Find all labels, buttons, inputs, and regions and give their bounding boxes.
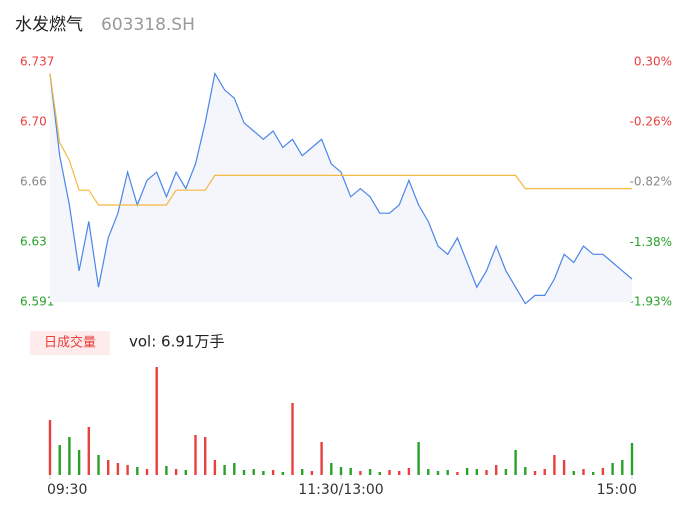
volume-bar — [126, 465, 129, 475]
volume-bar — [310, 471, 314, 475]
volume-bar — [378, 472, 381, 475]
volume-bar — [465, 468, 469, 475]
x-tick-label: 15:00 — [597, 482, 637, 498]
volume-bar — [611, 463, 614, 475]
volume-bar — [252, 469, 255, 475]
y-tick-label: 6.591 — [20, 295, 54, 309]
volume-bar — [271, 470, 275, 475]
volume-bar — [582, 469, 585, 475]
volume-annotation: vol: 6.91万手 — [129, 333, 224, 351]
y2-tick-label: 0.30% — [634, 55, 672, 69]
volume-bar — [87, 427, 90, 475]
volume-bar — [592, 472, 595, 475]
volume-bar — [213, 460, 217, 475]
x-tick-label: 09:30 — [47, 482, 87, 498]
volume-bar — [621, 460, 624, 475]
volume-bar — [58, 445, 61, 475]
volume-label: 日成交量 — [44, 335, 96, 351]
volume-bar — [427, 469, 430, 475]
volume-label-box — [30, 331, 110, 355]
y2-tick-label: -0.82% — [630, 175, 672, 189]
price-area — [50, 73, 632, 304]
volume-bar — [339, 467, 343, 475]
volume-bar — [388, 470, 391, 475]
volume-bar — [174, 469, 178, 475]
volume-bar — [562, 460, 566, 475]
y2-tick-label: -1.38% — [630, 235, 672, 249]
volume-bar — [514, 450, 517, 475]
volume-bar — [330, 463, 333, 475]
volume-bar — [572, 471, 575, 475]
volume-bar — [301, 469, 304, 475]
volume-bar — [223, 465, 226, 475]
volume-bar — [524, 467, 527, 475]
volume-bar — [233, 463, 236, 475]
volume-bar — [349, 468, 352, 475]
volume-bar — [475, 469, 478, 475]
volume-bar — [155, 367, 158, 475]
y-tick-label: 6.66 — [20, 175, 47, 189]
volume-bar — [242, 470, 246, 475]
volume-bar — [398, 471, 401, 475]
stock-name: 水发燃气 — [15, 15, 83, 35]
volume-bar — [204, 437, 207, 475]
volume-bar — [194, 435, 197, 475]
volume-bar — [553, 455, 556, 475]
volume-bar — [262, 471, 265, 475]
volume-bar — [165, 466, 168, 475]
volume-bar — [68, 437, 71, 475]
volume-bar — [630, 443, 634, 475]
volume-bar — [368, 469, 372, 475]
volume-bar — [446, 470, 449, 475]
volume-bar — [456, 472, 459, 475]
average-line — [49, 73, 632, 206]
volume-bar — [320, 442, 323, 475]
y-tick-label: 6.737 — [20, 55, 54, 69]
y2-tick-label: -0.26% — [630, 115, 672, 129]
volume-bar — [136, 467, 139, 475]
volume-bar — [533, 471, 537, 475]
volume-bar — [436, 471, 440, 475]
volume-bar — [495, 465, 498, 475]
volume-bar — [504, 469, 508, 475]
y2-tick-label: -1.93% — [630, 295, 672, 309]
volume-bar — [485, 470, 488, 475]
volume-bar — [359, 471, 362, 475]
volume-bar — [116, 463, 120, 475]
volume-bar — [543, 469, 546, 475]
price-line — [49, 71, 633, 305]
x-tick-label: 11:30/13:00 — [298, 482, 383, 498]
y-tick-label: 6.70 — [20, 115, 47, 129]
volume-bar — [601, 468, 605, 475]
volume-bar — [97, 455, 100, 475]
volume-bar — [291, 403, 294, 475]
volume-bar — [407, 468, 411, 475]
volume-bar — [281, 472, 284, 475]
volume-bar — [77, 450, 81, 475]
y-tick-label: 6.63 — [20, 235, 47, 249]
volume-bar — [48, 420, 52, 475]
volume-bar — [184, 470, 187, 475]
stock-code: 603318.SH — [101, 15, 195, 35]
volume-bar — [145, 469, 149, 475]
volume-bar — [107, 460, 110, 475]
volume-bar — [417, 442, 420, 475]
